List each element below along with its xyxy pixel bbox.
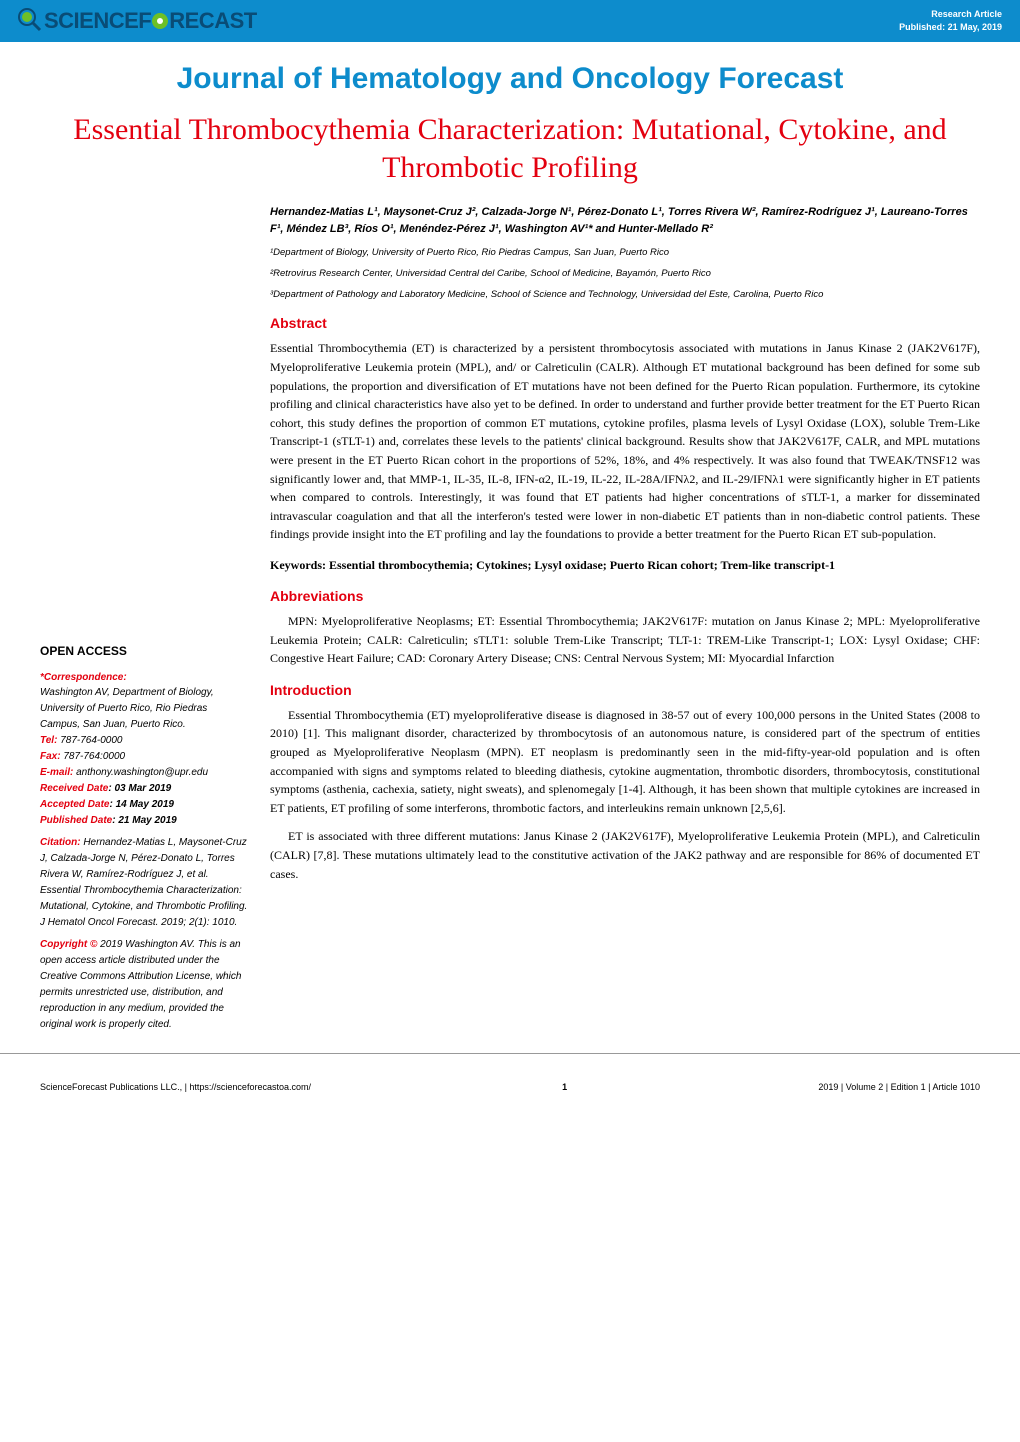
affiliation-3: ³Department of Pathology and Laboratory … xyxy=(270,289,980,302)
keywords: Keywords: Essential thrombocythemia; Cyt… xyxy=(270,556,980,574)
logo: SCIENCEF RECAST xyxy=(18,8,257,34)
journal-title: Journal of Hematology and Oncology Forec… xyxy=(0,62,1020,96)
copyright-label: Copyright © xyxy=(40,939,97,950)
header-right: Research Article Published: 21 May, 2019 xyxy=(899,8,1002,35)
logo-icon xyxy=(18,8,44,34)
pub-label: Published Date xyxy=(40,815,112,826)
acc-label: Accepted Date xyxy=(40,799,109,810)
logo-text-2: RECAST xyxy=(169,8,256,34)
intro-title: Introduction xyxy=(270,682,980,698)
citation-block: Citation: Hernandez-Matias L, Maysonet-C… xyxy=(40,835,250,931)
article-title: Essential Thrombocythemia Characterizati… xyxy=(40,111,980,186)
main-content: Hernandez-Matias L¹, Maysonet-Cruz J², C… xyxy=(270,204,980,1033)
pub-value: : 21 May 2019 xyxy=(112,815,177,826)
tel-value: 787-764-0000 xyxy=(60,735,122,746)
logo-text-1: SCIENCEF xyxy=(44,8,151,34)
fax-value: 787-764:0000 xyxy=(63,751,125,762)
content-wrapper: OPEN ACCESS *Correspondence: Washington … xyxy=(0,204,1020,1033)
footer-page-number: 1 xyxy=(562,1082,567,1092)
copyright-text: 2019 Washington AV. This is an open acce… xyxy=(40,939,241,1030)
footer: ScienceForecast Publications LLC., | htt… xyxy=(0,1053,1020,1106)
copyright-block: Copyright © 2019 Washington AV. This is … xyxy=(40,937,250,1033)
footer-right: 2019 | Volume 2 | Edition 1 | Article 10… xyxy=(818,1082,980,1092)
open-access-label: OPEN ACCESS xyxy=(40,642,250,660)
affiliation-1: ¹Department of Biology, University of Pu… xyxy=(270,247,980,260)
fax-row: Fax: 787-764:0000 xyxy=(40,749,250,765)
abstract-title: Abstract xyxy=(270,315,980,331)
pub-row: Published Date: 21 May 2019 xyxy=(40,813,250,829)
abbrev-text: MPN: Myeloproliferative Neoplasms; ET: E… xyxy=(270,612,980,668)
published-label: Published: 21 May, 2019 xyxy=(899,21,1002,35)
intro-p1: Essential Thrombocythemia (ET) myeloprol… xyxy=(270,706,980,818)
acc-value: : 14 May 2019 xyxy=(109,799,174,810)
fax-label: Fax: xyxy=(40,751,61,762)
recv-row: Received Date: 03 Mar 2019 xyxy=(40,781,250,797)
citation-text: Hernandez-Matias L, Maysonet-Cruz J, Cal… xyxy=(40,837,247,928)
citation-label: Citation: xyxy=(40,837,81,848)
abstract-text: Essential Thrombocythemia (ET) is charac… xyxy=(270,339,980,544)
recv-label: Received Date xyxy=(40,783,108,794)
research-article-label: Research Article xyxy=(899,8,1002,22)
email-row: E-mail: anthony.washington@upr.edu xyxy=(40,765,250,781)
corr-text: Washington AV, Department of Biology, Un… xyxy=(40,685,250,733)
acc-row: Accepted Date: 14 May 2019 xyxy=(40,797,250,813)
correspondence-block: *Correspondence: xyxy=(40,670,250,685)
abbrev-title: Abbreviations xyxy=(270,588,980,604)
tel-label: Tel: xyxy=(40,735,57,746)
corr-label: Correspondence: xyxy=(44,672,127,683)
email-label: E-mail: xyxy=(40,767,73,778)
affiliation-2: ²Retrovirus Research Center, Universidad… xyxy=(270,268,980,281)
logo-o-icon xyxy=(151,12,169,30)
recv-value: : 03 Mar 2019 xyxy=(108,783,171,794)
header-bar: SCIENCEF RECAST Research Article Publish… xyxy=(0,0,1020,42)
footer-left: ScienceForecast Publications LLC., | htt… xyxy=(40,1082,311,1092)
tel-row: Tel: 787-764-0000 xyxy=(40,733,250,749)
intro-p2: ET is associated with three different mu… xyxy=(270,827,980,883)
authors: Hernandez-Matias L¹, Maysonet-Cruz J², C… xyxy=(270,204,980,237)
sidebar: OPEN ACCESS *Correspondence: Washington … xyxy=(40,204,270,1033)
email-value: anthony.washington@upr.edu xyxy=(76,767,208,778)
